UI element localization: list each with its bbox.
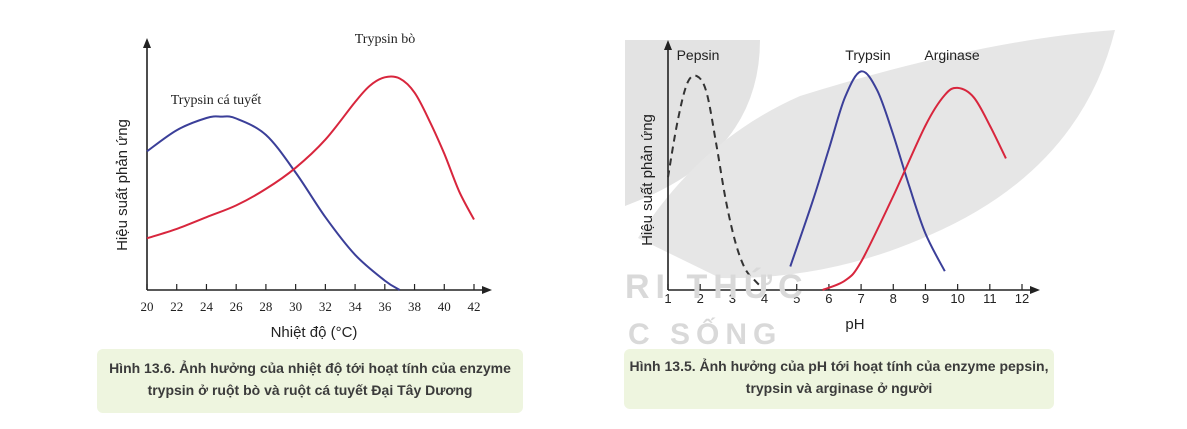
x-tick-label: 26 — [230, 299, 244, 314]
x-tick-label: 4 — [761, 291, 768, 306]
series-line-arginase — [822, 86, 1007, 291]
x-tick-label: 2 — [697, 291, 704, 306]
x-tick-label: 20 — [141, 299, 154, 314]
x-tick-label: 40 — [438, 299, 451, 314]
x-tick-label: 10 — [950, 291, 964, 306]
x-tick-label: 1 — [664, 291, 671, 306]
series-label: Pepsin — [677, 47, 720, 63]
x-tick-label: 5 — [793, 291, 800, 306]
x-tick-label: 3 — [729, 291, 736, 306]
y-axis-arrow — [664, 40, 672, 50]
y-axis-label: Hiệu suất phản ứng — [639, 114, 656, 246]
caption-figure-13-6: Hình 13.6. Ảnh hưởng của nhiệt độ tới ho… — [97, 349, 523, 413]
y-axis-arrow — [143, 38, 151, 48]
x-tick-label: 9 — [922, 291, 929, 306]
series-label: Trypsin — [845, 47, 890, 63]
x-tick-label: 30 — [289, 299, 302, 314]
series-line-trypsin-cá-tuyết — [146, 115, 401, 291]
x-tick-label: 32 — [319, 299, 332, 314]
x-axis-label: pH — [845, 316, 864, 333]
caption-line: trypsin ở ruột bò và ruột cá tuyết Đại T… — [147, 382, 473, 398]
x-tick-label: 22 — [170, 299, 183, 314]
series-label: Trypsin bò — [355, 32, 416, 47]
temperature-chart: 20 22 24 26 28 30 32 34 36 38 40 42 Nhiệt độ (°C) Hiệ… — [114, 32, 492, 341]
series-line-pepsin — [667, 74, 766, 291]
watermark-leaf-shape — [625, 30, 1115, 279]
caption-line: trypsin và arginase ở người — [745, 380, 933, 396]
series-label: Arginase — [924, 47, 979, 63]
x-tick-label: 6 — [825, 291, 832, 306]
caption-line: Hình 13.6. Ảnh hưởng của nhiệt độ tới ho… — [109, 360, 511, 376]
x-tick-label: 28 — [259, 299, 272, 314]
series-line-trypsin-bò — [146, 75, 475, 240]
series-line-trypsin — [789, 70, 946, 272]
x-axis-arrow — [482, 286, 492, 294]
x-tick-label: 24 — [200, 299, 214, 314]
x-tick-label: 34 — [349, 299, 363, 314]
x-tick-label: 38 — [408, 299, 421, 314]
x-tick-label: 7 — [857, 291, 864, 306]
series-label: Trypsin cá tuyết — [171, 93, 262, 108]
y-axis-label: Hiệu suất phản ứng — [114, 119, 131, 251]
caption-line: Hình 13.5. Ảnh hưởng của pH tới hoạt tín… — [629, 358, 1049, 374]
caption-figure-13-5: Hình 13.5. Ảnh hưởng của pH tới hoạt tín… — [624, 349, 1054, 409]
x-axis-label: Nhiệt độ (°C) — [271, 324, 358, 341]
x-tick-label: 8 — [890, 291, 897, 306]
x-tick-label: 12 — [1015, 291, 1029, 306]
x-tick-label: 11 — [983, 291, 997, 306]
x-tick-label: 42 — [468, 299, 481, 314]
x-axis-arrow — [1030, 286, 1040, 294]
watermark-text-2: C SỐNG — [628, 318, 783, 351]
x-tick-label: 36 — [378, 299, 392, 314]
watermark-text-1: RI THỨC — [625, 268, 809, 306]
